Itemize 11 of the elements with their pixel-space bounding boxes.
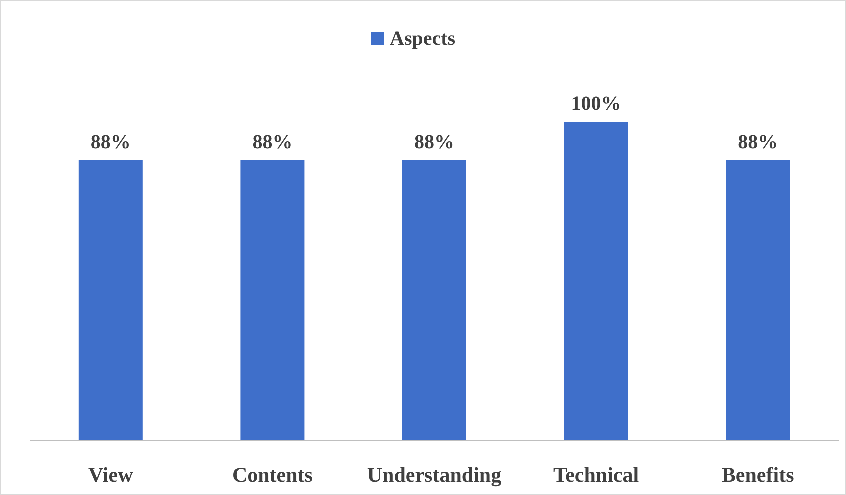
data-label: 100% (571, 93, 622, 115)
x-tick-label: Technical (554, 463, 640, 487)
x-tick-label: Understanding (367, 463, 502, 487)
x-tick-label: Benefits (722, 463, 794, 487)
x-tick-label: Contents (232, 463, 313, 487)
data-label: 88% (90, 131, 131, 154)
x-tick-label: View (88, 463, 134, 487)
legend-label: Aspects (390, 28, 456, 50)
data-label: 88% (738, 131, 778, 154)
data-label: 88% (414, 131, 454, 154)
data-label: 88% (252, 131, 293, 154)
